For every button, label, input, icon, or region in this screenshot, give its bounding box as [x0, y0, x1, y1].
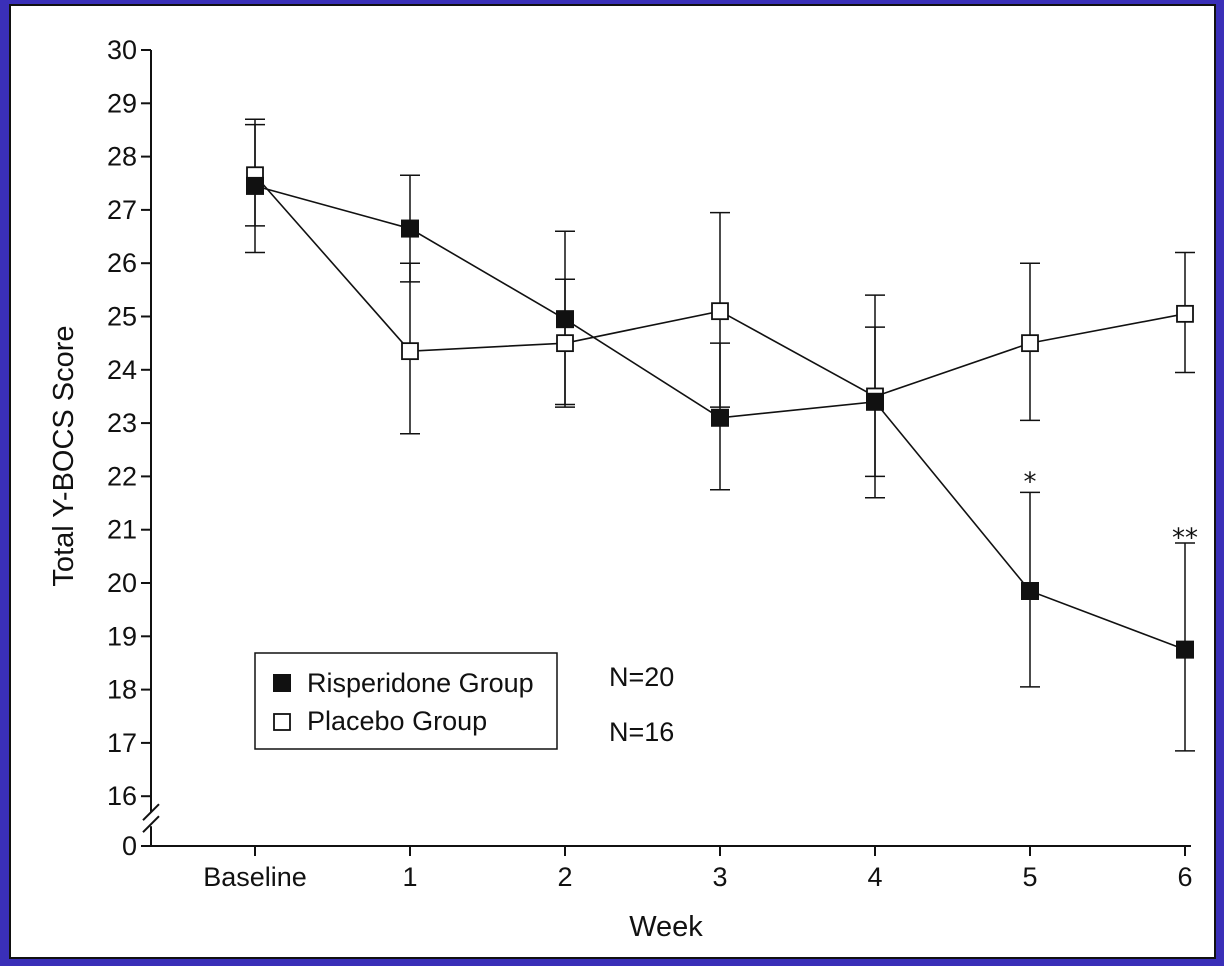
x-axis-title: Week: [629, 911, 703, 943]
axis-break-mark-upper: [142, 803, 160, 821]
y-tick-label: 21: [107, 515, 137, 545]
y-tick-label: 26: [107, 248, 137, 278]
data-point-risperidone: [556, 310, 574, 329]
legend: Risperidone Group Placebo Group: [254, 652, 558, 750]
y-tick-label: 29: [107, 88, 137, 118]
y-tick-label: 23: [107, 408, 137, 438]
x-tick-label: 6: [1177, 862, 1192, 892]
y-tick-label: 16: [107, 781, 137, 811]
data-point-placebo: [556, 334, 574, 353]
y-tick-label: 24: [107, 355, 137, 385]
n-label-risperidone: N=20: [609, 662, 674, 692]
y-ticks: 0 16 17 18 19 20 21 22 23 24 25 26 27 28 29 30: [107, 35, 151, 861]
x-tick-label: 1: [402, 862, 417, 892]
n-label-placebo: N=16: [609, 717, 674, 747]
x-tick-label: Baseline: [203, 862, 307, 892]
y-tick-label: 19: [107, 621, 137, 651]
legend-open-square-icon: [273, 713, 291, 731]
y-tick-label: 22: [107, 461, 137, 491]
x-tick-label: 2: [557, 862, 572, 892]
legend-label-placebo: Placebo Group: [307, 706, 487, 736]
data-point-placebo: [1021, 334, 1039, 353]
data-point-placebo: [401, 342, 419, 361]
y-tick-label: 30: [107, 35, 137, 65]
significance-asterisk: *: [1024, 467, 1037, 497]
data-point-placebo: [1176, 304, 1194, 323]
data-point-risperidone: [401, 219, 419, 238]
legend-filled-square-icon: [273, 674, 291, 692]
legend-label-risperidone: Risperidone Group: [307, 668, 534, 698]
y-tick-label: 18: [107, 675, 137, 705]
data-point-risperidone: [1176, 640, 1194, 659]
y-tick-label: 17: [107, 728, 137, 758]
axes: [142, 50, 1191, 847]
significance-marks: ***: [1024, 467, 1199, 553]
chart-frame: 0 16 17 18 19 20 21 22 23 24 25 26 27 28 29 30 Baseline…: [9, 4, 1216, 959]
data-point-risperidone: [1021, 581, 1039, 600]
x-tick-label: 3: [712, 862, 727, 892]
significance-asterisk: **: [1172, 523, 1198, 553]
legend-box: [254, 652, 558, 750]
y-tick-label: 20: [107, 568, 137, 598]
data-point-risperidone: [246, 176, 264, 195]
data-point-risperidone: [711, 408, 729, 427]
y-axis-title: Total Y-BOCS Score: [48, 325, 80, 586]
data-point-placebo: [711, 302, 729, 321]
y-tick-label: 28: [107, 142, 137, 172]
y-tick-label: 0: [122, 831, 137, 861]
x-tick-label: 4: [867, 862, 882, 892]
data-markers: [246, 166, 1194, 659]
axis-break-mark-lower: [142, 815, 160, 833]
y-tick-label: 27: [107, 195, 137, 225]
y-tick-label: 25: [107, 302, 137, 332]
x-tick-label: 5: [1022, 862, 1037, 892]
data-point-risperidone: [866, 392, 884, 411]
x-ticks: Baseline 1 2 3 4 5 6: [203, 846, 1193, 892]
